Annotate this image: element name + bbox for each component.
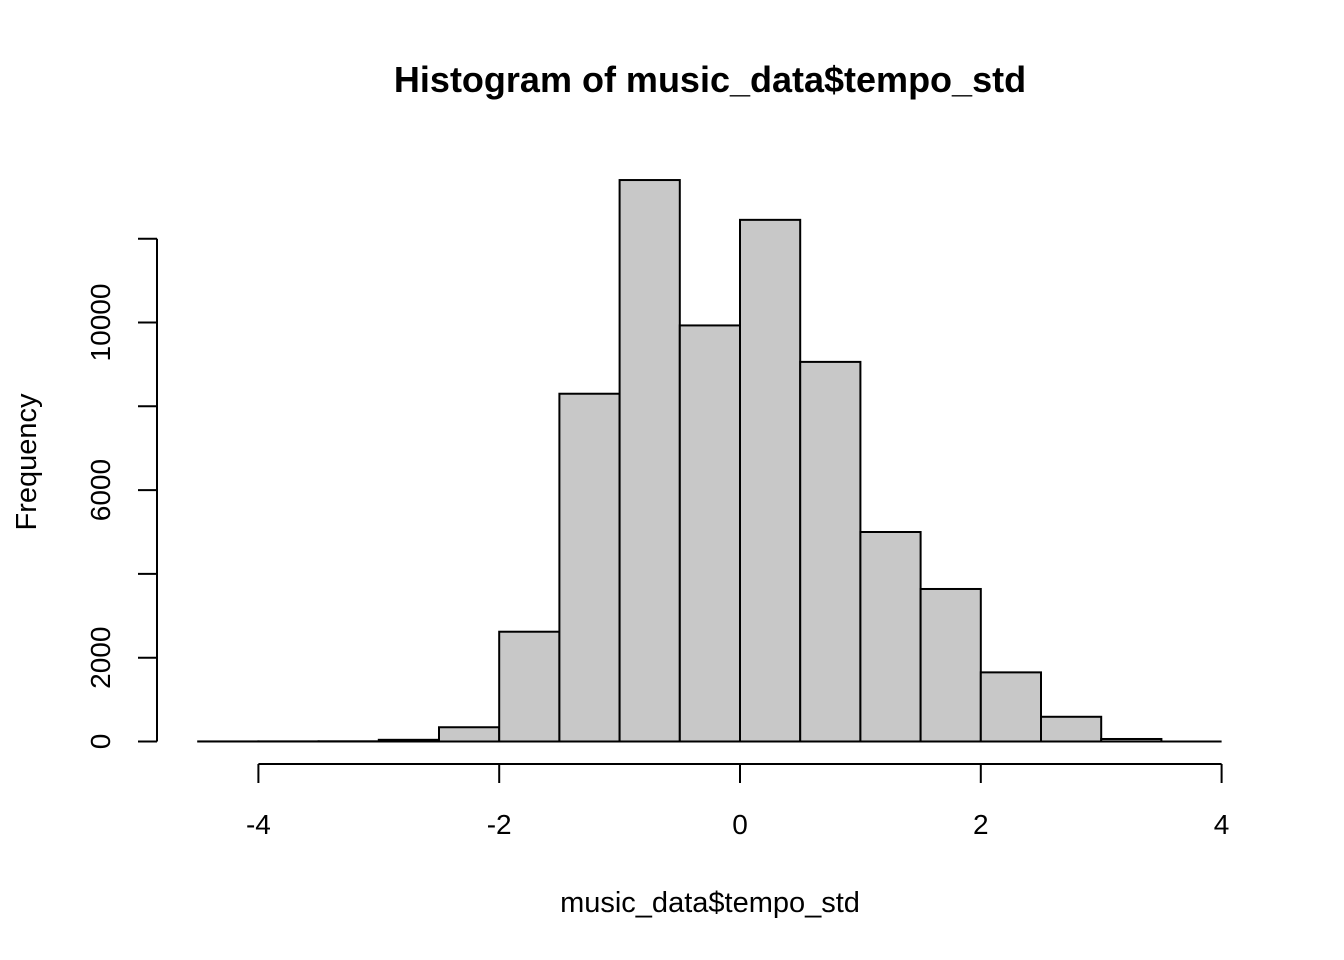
x-tick-label: -2 — [487, 809, 512, 840]
y-tick-label: 6000 — [85, 459, 116, 521]
x-axis: -4 -2 0 2 4 — [246, 763, 1230, 840]
y-tick-label: 0 — [85, 734, 116, 750]
chart-title: Histogram of music_data$tempo_std — [394, 59, 1026, 100]
histogram-bar — [438, 726, 501, 743]
y-tick-label: 10000 — [85, 284, 116, 362]
x-tick-label: -4 — [246, 809, 271, 840]
histogram-bar — [739, 218, 802, 743]
x-axis-label: music_data$tempo_std — [560, 887, 860, 919]
histogram-bar — [558, 392, 621, 743]
histogram-bar — [859, 531, 922, 743]
histogram-bar — [498, 630, 561, 743]
y-axis: 0 2000 6000 10000 — [85, 237, 158, 750]
x-tick-label: 0 — [732, 809, 748, 840]
y-tick-label: 2000 — [85, 627, 116, 689]
histogram-bar — [799, 360, 862, 743]
x-tick-label: 2 — [973, 809, 989, 840]
histogram-bar — [1040, 715, 1103, 743]
histogram-bar — [678, 324, 741, 743]
histogram-bar — [979, 671, 1042, 743]
x-tick-label: 4 — [1214, 809, 1230, 840]
y-axis-label: Frequency — [11, 393, 43, 531]
histogram-bar — [618, 179, 681, 743]
histogram-bar — [919, 587, 982, 743]
bars-group — [197, 179, 1222, 743]
